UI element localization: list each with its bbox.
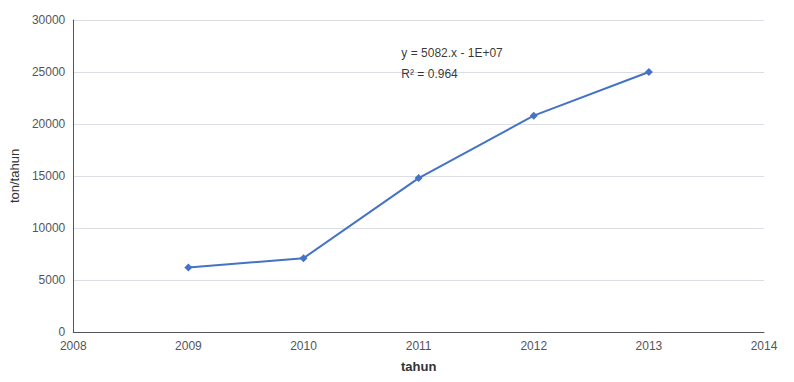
svg-text:tahun: tahun xyxy=(401,359,436,374)
svg-text:5000: 5000 xyxy=(39,273,66,287)
svg-text:10000: 10000 xyxy=(32,221,66,235)
svg-text:2010: 2010 xyxy=(290,339,317,353)
svg-text:25000: 25000 xyxy=(32,65,66,79)
svg-text:2014: 2014 xyxy=(751,339,778,353)
svg-text:15000: 15000 xyxy=(32,169,66,183)
svg-text:2013: 2013 xyxy=(636,339,663,353)
svg-text:2009: 2009 xyxy=(175,339,202,353)
svg-text:0: 0 xyxy=(59,325,66,339)
svg-text:ton/tahun: ton/tahun xyxy=(7,149,22,203)
svg-text:2012: 2012 xyxy=(520,339,547,353)
svg-text:30000: 30000 xyxy=(32,13,66,27)
svg-text:R² = 0.964: R² = 0.964 xyxy=(401,67,458,81)
svg-text:2011: 2011 xyxy=(406,339,432,353)
svg-text:2008: 2008 xyxy=(60,339,87,353)
svg-text:20000: 20000 xyxy=(32,117,66,131)
svg-text:y = 5082.x - 1E+07: y = 5082.x - 1E+07 xyxy=(401,46,503,60)
